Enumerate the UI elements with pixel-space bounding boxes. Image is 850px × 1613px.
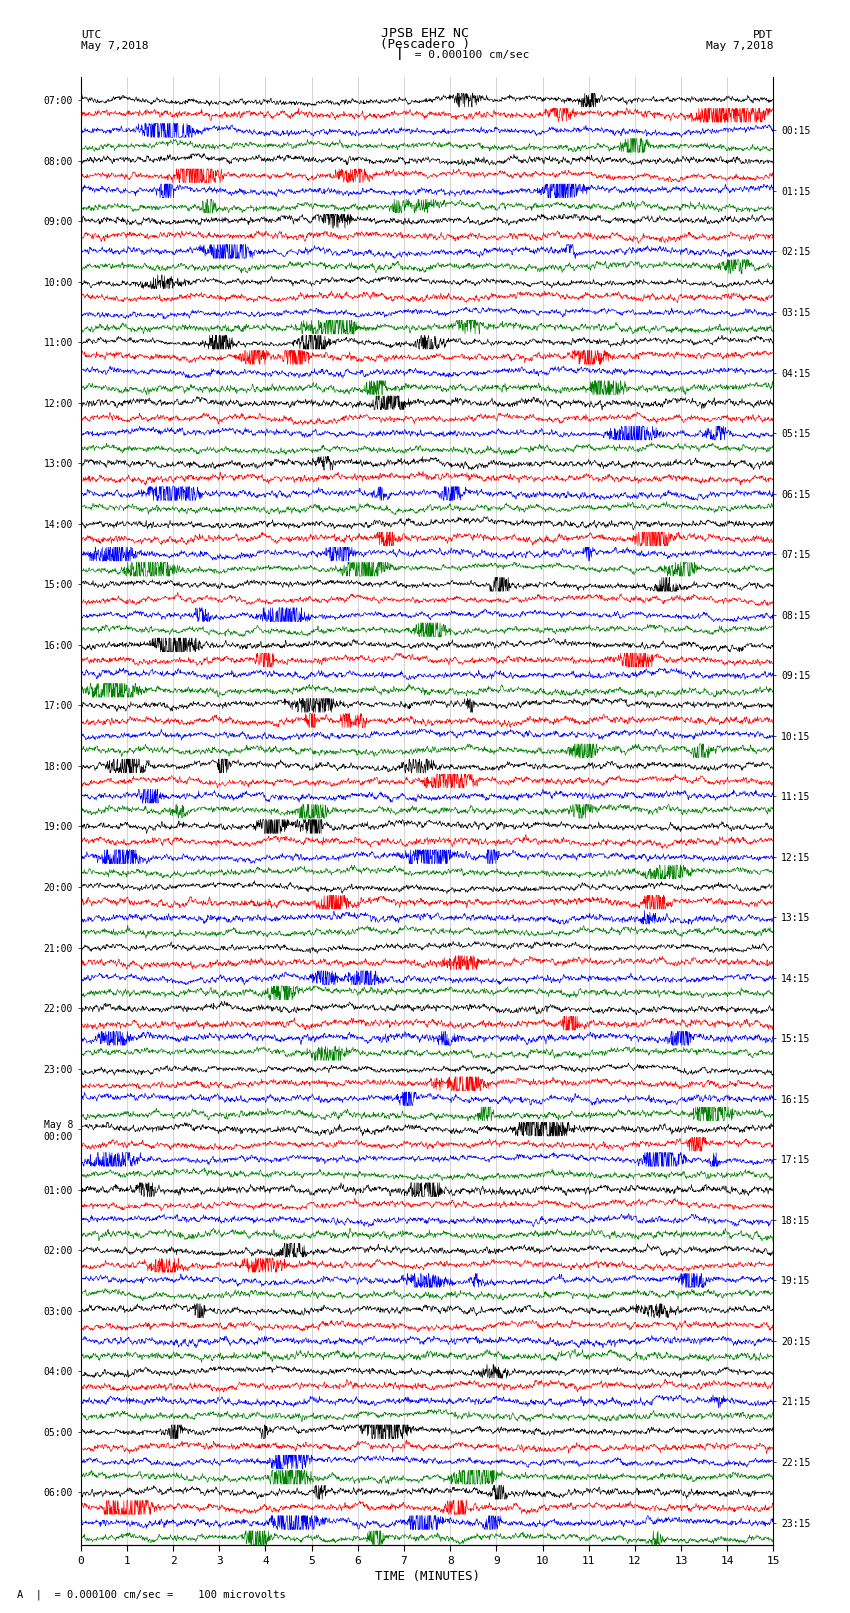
Text: JPSB EHZ NC: JPSB EHZ NC: [381, 26, 469, 39]
Text: UTC: UTC: [81, 29, 101, 39]
Text: |: |: [396, 47, 403, 60]
Text: (Pescadero ): (Pescadero ): [380, 37, 470, 50]
Text: = 0.000100 cm/sec: = 0.000100 cm/sec: [408, 50, 530, 60]
Text: May 7,2018: May 7,2018: [706, 40, 774, 50]
Text: May 7,2018: May 7,2018: [81, 40, 148, 50]
X-axis label: TIME (MINUTES): TIME (MINUTES): [375, 1569, 479, 1582]
Text: PDT: PDT: [753, 29, 774, 39]
Text: A  |  = 0.000100 cm/sec =    100 microvolts: A | = 0.000100 cm/sec = 100 microvolts: [17, 1589, 286, 1600]
